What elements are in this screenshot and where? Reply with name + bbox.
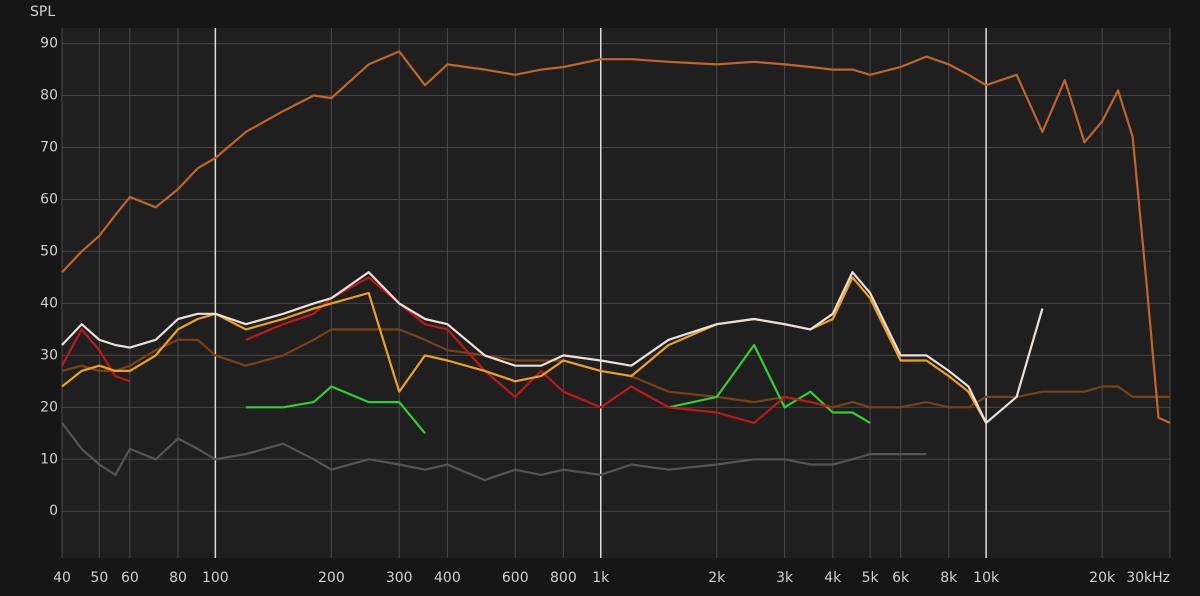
y-tick-label: 70 bbox=[40, 140, 58, 156]
y-axis-label: SPL bbox=[30, 4, 55, 20]
response-curve bbox=[245, 385, 426, 435]
response-curve bbox=[61, 422, 927, 482]
x-tick-label: 10k bbox=[973, 570, 1000, 586]
x-tick-label: 20k bbox=[1089, 570, 1116, 586]
y-tick-label: 50 bbox=[40, 243, 58, 259]
response-curve bbox=[61, 328, 131, 383]
x-tick-label: 200 bbox=[318, 570, 345, 586]
x-tick-label: 30kHz bbox=[1126, 570, 1170, 586]
x-tick-label: 400 bbox=[434, 570, 461, 586]
x-tick-label: 1k bbox=[592, 570, 610, 586]
x-tick-label: 100 bbox=[202, 570, 229, 586]
x-tick-label: 40 bbox=[53, 570, 71, 586]
x-tick-label: 6k bbox=[892, 570, 910, 586]
response-curve bbox=[61, 328, 1170, 409]
x-tick-label: 80 bbox=[169, 570, 187, 586]
y-tick-label: 30 bbox=[40, 347, 58, 363]
response-curve bbox=[61, 271, 1044, 424]
y-tick-label: 80 bbox=[40, 88, 58, 104]
x-tick-label: 3k bbox=[776, 570, 794, 586]
x-tick-label: 50 bbox=[90, 570, 108, 586]
y-tick-label: 40 bbox=[40, 295, 58, 311]
x-tick-label: 2k bbox=[708, 570, 726, 586]
x-tick-label: 600 bbox=[502, 570, 529, 586]
x-tick-label: 800 bbox=[550, 570, 577, 586]
x-tick-label: 300 bbox=[386, 570, 413, 586]
x-tick-label: 4k bbox=[824, 570, 842, 586]
y-tick-label: 10 bbox=[40, 451, 58, 467]
y-tick-label: 20 bbox=[40, 399, 58, 415]
x-tick-label: 5k bbox=[862, 570, 880, 586]
x-tick-label: 8k bbox=[940, 570, 958, 586]
y-tick-label: 0 bbox=[49, 503, 58, 519]
y-tick-label: 90 bbox=[40, 36, 58, 52]
x-tick-label: 60 bbox=[121, 570, 139, 586]
plot-area bbox=[62, 28, 1170, 558]
y-tick-label: 60 bbox=[40, 191, 58, 207]
response-curve bbox=[61, 276, 988, 424]
response-curve bbox=[61, 50, 1171, 424]
